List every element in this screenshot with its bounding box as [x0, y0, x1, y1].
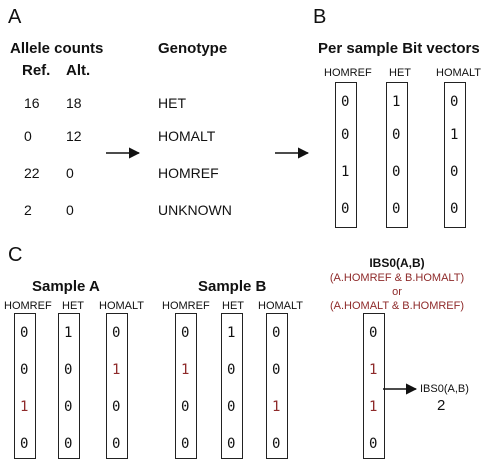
- bit: 0: [272, 362, 281, 378]
- bit-vector-homalt: [444, 82, 466, 228]
- bit: 0: [392, 164, 401, 180]
- ibs0-result-label: IBS0(A,B): [420, 383, 469, 395]
- bit: 0: [450, 164, 459, 180]
- genotype-label: HET: [158, 95, 186, 111]
- bit: 0: [272, 325, 281, 341]
- col-label-homalt: HOMALT: [99, 300, 145, 312]
- bit-highlight: 1: [369, 399, 378, 415]
- bit-vector-homref: [175, 313, 197, 459]
- bit: 0: [20, 362, 29, 378]
- ibs0-bit-vector: [363, 313, 385, 459]
- bit: 0: [64, 362, 73, 378]
- panel-letter-c: C: [8, 244, 23, 266]
- alt-count: 18: [66, 95, 82, 111]
- sample-a-title: Sample A: [32, 278, 100, 295]
- alt-header: Alt.: [66, 62, 91, 79]
- ref-count: 22: [24, 165, 40, 181]
- genotype-label: UNKNOWN: [158, 202, 232, 218]
- ref-count: 0: [24, 128, 32, 144]
- bit: 0: [450, 201, 459, 217]
- bit: 0: [112, 325, 121, 341]
- bit: 1: [227, 325, 236, 341]
- bit: 0: [181, 325, 190, 341]
- col-label-homref: HOMREF: [324, 67, 372, 79]
- bit: 1: [64, 325, 73, 341]
- bit: 1: [392, 94, 401, 110]
- ref-count: 2: [24, 202, 32, 218]
- panel-letter-b: B: [313, 6, 327, 28]
- col-label-het: HET: [389, 67, 411, 79]
- alt-count: 0: [66, 202, 74, 218]
- bit: 0: [20, 436, 29, 452]
- alt-count: 12: [66, 128, 82, 144]
- bit: 0: [64, 436, 73, 452]
- bit: 0: [227, 362, 236, 378]
- bit: 0: [272, 436, 281, 452]
- bit: 0: [392, 127, 401, 143]
- bit: 0: [112, 436, 121, 452]
- allele-counts-title: Allele counts: [10, 40, 104, 57]
- bit-vector-het: [58, 313, 80, 459]
- bit: 0: [181, 399, 190, 415]
- col-label-homalt: HOMALT: [258, 300, 304, 312]
- bit-highlight: 1: [20, 399, 29, 415]
- ibs0-title: IBS0(A,B): [369, 256, 425, 270]
- ibs0-result-value: 2: [437, 397, 446, 414]
- bit: 1: [341, 164, 350, 180]
- ref-count: 16: [24, 95, 40, 111]
- ibs0-formula-line: (A.HOMREF & B.HOMALT): [329, 272, 465, 284]
- bit-vector-homalt: [266, 313, 288, 459]
- bit: 0: [341, 94, 350, 110]
- ref-header: Ref.: [22, 62, 51, 79]
- bit: 0: [227, 399, 236, 415]
- bit-vector-het: [221, 313, 243, 459]
- bit: 0: [450, 94, 459, 110]
- bit: 0: [20, 325, 29, 341]
- sample-b-title: Sample B: [198, 278, 267, 295]
- col-label-homref: HOMREF: [4, 300, 52, 312]
- panel-letter-a: A: [8, 6, 22, 28]
- bit: 1: [450, 127, 459, 143]
- col-label-het: HET: [222, 300, 244, 312]
- bit-highlight: 1: [272, 399, 281, 415]
- col-label-homalt: HOMALT: [436, 67, 482, 79]
- bit-vectors-title: Per sample Bit vectors: [318, 40, 480, 57]
- genotype-label: HOMALT: [158, 128, 216, 144]
- genotype-label: HOMREF: [158, 165, 219, 181]
- bit-vector-het: [386, 82, 408, 228]
- bit: 0: [64, 399, 73, 415]
- bit: 0: [112, 399, 121, 415]
- genotype-title: Genotype: [158, 40, 228, 57]
- bit: 0: [341, 201, 350, 217]
- bit-vector-homref: [335, 82, 357, 228]
- bit: 0: [181, 436, 190, 452]
- bit-vector-homalt: [106, 313, 128, 459]
- bit-highlight: 1: [112, 362, 121, 378]
- bit-highlight: 1: [369, 362, 378, 378]
- bit: 0: [392, 201, 401, 217]
- ibs0-formula-line: (A.HOMALT & B.HOMREF): [329, 300, 465, 312]
- col-label-het: HET: [62, 300, 84, 312]
- bit: 0: [341, 127, 350, 143]
- bit-highlight: 1: [181, 362, 190, 378]
- alt-count: 0: [66, 165, 74, 181]
- bit: 0: [227, 436, 236, 452]
- bit: 0: [369, 436, 378, 452]
- bit: 0: [369, 325, 378, 341]
- ibs0-formula-or: or: [392, 286, 402, 298]
- bit-vector-homref: [14, 313, 36, 459]
- col-label-homref: HOMREF: [162, 300, 210, 312]
